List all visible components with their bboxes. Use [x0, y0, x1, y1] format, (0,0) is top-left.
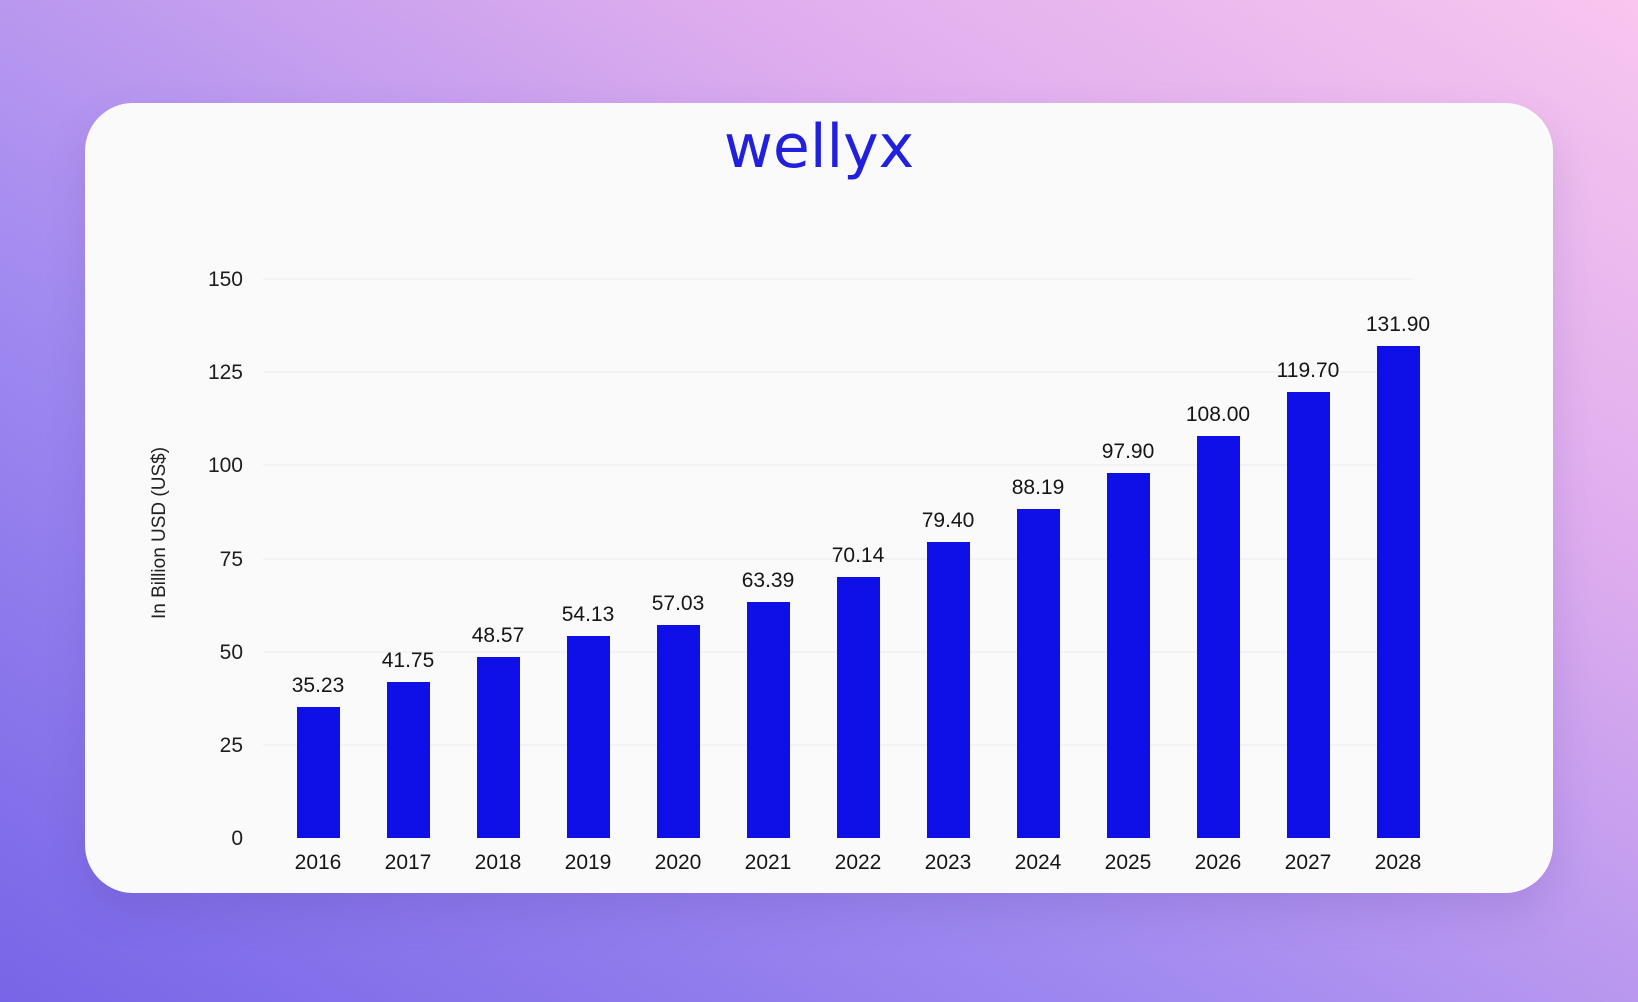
bar-2018 — [476, 657, 520, 838]
y-tick-label-0: 0 — [231, 827, 243, 850]
bar-value-label-2023: 79.40 — [921, 509, 975, 533]
bar-group-2020: 57.03 2020 — [633, 279, 723, 874]
bar-2016 — [296, 706, 340, 838]
bar-value-label-2026: 108.00 — [1185, 402, 1251, 426]
bar-2021 — [746, 601, 790, 838]
bar-value-label-2019: 54.13 — [561, 603, 615, 627]
bar-2028 — [1376, 346, 1420, 838]
bar-2019 — [566, 636, 610, 838]
bar-group-2027: 119.70 2027 — [1263, 279, 1353, 874]
bar-value-label-2025: 97.90 — [1101, 440, 1155, 464]
bar-value-label-2028: 131.90 — [1365, 313, 1431, 337]
x-tick-label-2018: 2018 — [474, 851, 522, 874]
bar-group-2017: 41.75 2017 — [363, 279, 453, 874]
y-tick-label-75: 75 — [219, 547, 243, 571]
x-tick-label-2024: 2024 — [1014, 851, 1062, 874]
bar-2027 — [1286, 391, 1330, 838]
bar-2026 — [1196, 435, 1240, 838]
chart-card: wellyx In Billion USD (US$) 0 25 50 75 100 12… — [85, 103, 1553, 893]
y-tick-label-150: 150 — [207, 268, 243, 291]
y-axis-title-text: In Billion USD (US$) — [149, 446, 170, 620]
bar-value-label-2027: 119.70 — [1276, 358, 1340, 382]
gridline-75 — [263, 557, 1413, 560]
x-tick-label-2019: 2019 — [564, 851, 612, 874]
bar-value-label-2016: 35.23 — [291, 673, 345, 697]
bar-group-2023: 79.40 2023 — [903, 279, 993, 874]
x-tick-label-2017: 2017 — [384, 851, 432, 874]
bar-value-label-2022: 70.14 — [831, 543, 885, 567]
bar-group-2021: 63.39 2021 — [723, 279, 813, 874]
x-tick-label-2022: 2022 — [834, 851, 882, 874]
y-tick-label-125: 125 — [207, 361, 243, 385]
bar-chart: In Billion USD (US$) 0 25 50 75 100 125 150 35… — [85, 103, 1553, 893]
bar-2023 — [926, 542, 970, 838]
bar-2020 — [656, 625, 700, 838]
bar-value-label-2018: 48.57 — [471, 624, 525, 647]
bar-group-2019: 54.13 2019 — [543, 279, 633, 874]
bar-group-2028: 131.90 2028 — [1353, 279, 1443, 874]
bar-value-label-2020: 57.03 — [651, 592, 705, 616]
wellyx-logo: wellyx — [723, 112, 915, 182]
bar-group-2026: 108.00 2026 — [1173, 279, 1263, 874]
bar-value-label-2021: 63.39 — [741, 568, 795, 592]
x-tick-label-2027: 2027 — [1284, 851, 1332, 874]
bar-2025 — [1106, 473, 1150, 838]
x-tick-label-2023: 2023 — [924, 851, 972, 874]
bar-group-2018: 48.57 2018 — [453, 279, 543, 875]
bar-2017 — [386, 682, 430, 838]
bar-2022 — [836, 576, 880, 838]
bar-value-label-2017: 41.75 — [381, 649, 435, 673]
gridline-150 — [263, 278, 1413, 280]
bar-value-label-2024: 88.19 — [1011, 476, 1065, 500]
x-tick-label-2020: 2020 — [654, 851, 702, 874]
x-tick-label-2016: 2016 — [294, 851, 342, 874]
bar-group-2016: 35.23 2016 — [273, 279, 363, 874]
x-tick-label-2025: 2025 — [1104, 851, 1152, 874]
bar-group-2025: 97.90 2025 — [1083, 279, 1173, 874]
gridline-125 — [263, 371, 1413, 374]
bar-group-2024: 88.19 2024 — [993, 279, 1083, 874]
bar-2024 — [1016, 509, 1060, 838]
x-tick-label-2026: 2026 — [1194, 851, 1242, 874]
bar-group-2022: 70.14 2022 — [813, 279, 903, 874]
y-tick-label-100: 100 — [207, 454, 243, 478]
y-tick-label-50: 50 — [219, 640, 243, 664]
x-tick-label-2028: 2028 — [1374, 851, 1422, 874]
y-tick-label-25: 25 — [219, 733, 243, 757]
x-tick-label-2021: 2021 — [744, 851, 792, 874]
gridline-100 — [263, 464, 1413, 467]
